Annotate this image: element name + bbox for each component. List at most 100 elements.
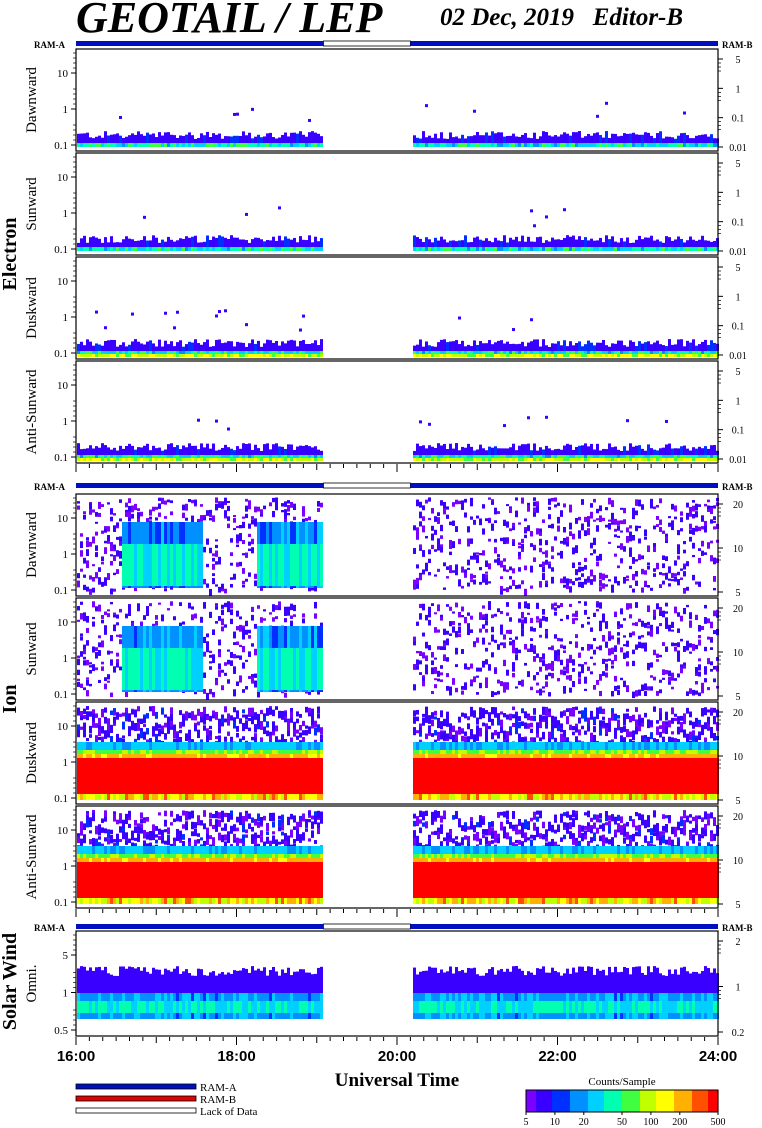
data-pixel bbox=[560, 239, 563, 249]
data-pixel bbox=[611, 660, 614, 665]
data-pixel bbox=[191, 458, 194, 461]
data-pixel bbox=[80, 601, 83, 605]
data-pixel bbox=[182, 794, 185, 800]
data-pixel bbox=[674, 344, 677, 353]
data-pixel bbox=[224, 351, 227, 355]
data-pixel bbox=[224, 510, 227, 517]
data-pixel bbox=[461, 690, 464, 695]
data-pixel bbox=[530, 241, 533, 249]
data-pixel bbox=[533, 678, 536, 681]
data-pixel bbox=[95, 552, 98, 558]
data-pixel bbox=[434, 346, 437, 353]
data-pixel bbox=[101, 726, 104, 734]
data-pixel bbox=[617, 449, 620, 457]
data-pixel bbox=[632, 455, 635, 459]
data-pixel bbox=[272, 354, 275, 357]
data-pixel bbox=[113, 525, 116, 532]
data-pixel bbox=[107, 674, 110, 680]
data-pixel bbox=[659, 344, 662, 353]
data-pixel bbox=[629, 340, 632, 353]
data-pixel bbox=[659, 354, 662, 357]
data-pixel bbox=[671, 621, 674, 628]
data-pixel bbox=[692, 500, 695, 503]
data-pixel bbox=[464, 682, 467, 685]
data-pixel bbox=[698, 635, 701, 639]
data-pixel bbox=[257, 723, 260, 730]
data-pixel bbox=[617, 242, 620, 249]
data-pixel bbox=[581, 566, 584, 572]
data-pixel bbox=[176, 735, 179, 744]
data-pixel bbox=[623, 455, 626, 459]
data-pixel bbox=[668, 516, 671, 519]
data-pixel bbox=[557, 605, 560, 609]
data-pixel bbox=[524, 241, 527, 249]
data-pixel bbox=[668, 522, 671, 527]
data-pixel bbox=[713, 630, 716, 635]
data-pixel bbox=[83, 644, 86, 651]
data-pixel bbox=[494, 247, 497, 251]
data-pixel bbox=[209, 715, 212, 722]
data-pixel bbox=[419, 660, 422, 665]
data-pixel bbox=[188, 648, 191, 690]
data-pixel bbox=[626, 247, 629, 251]
data-pixel bbox=[416, 499, 419, 507]
data-pixel bbox=[587, 666, 590, 671]
data-pixel bbox=[110, 339, 113, 353]
data-pixel bbox=[620, 520, 623, 525]
data-pixel bbox=[290, 501, 293, 508]
data-pixel bbox=[167, 455, 170, 459]
data-pixel bbox=[581, 354, 584, 357]
data-pixel bbox=[455, 602, 458, 608]
data-pixel bbox=[317, 449, 320, 457]
data-pixel bbox=[569, 504, 572, 508]
data-pixel bbox=[125, 354, 128, 357]
data-pixel bbox=[230, 136, 233, 145]
data-pixel bbox=[470, 247, 473, 251]
data-pixel bbox=[185, 754, 188, 760]
data-pixel bbox=[509, 629, 512, 635]
data-pixel bbox=[239, 342, 242, 353]
data-pixel bbox=[167, 444, 170, 457]
data-pixel bbox=[266, 143, 269, 147]
data-pixel bbox=[257, 448, 260, 457]
data-pixel bbox=[488, 351, 491, 355]
data-pixel bbox=[215, 497, 218, 503]
data-pixel bbox=[419, 351, 422, 355]
data-pixel bbox=[113, 134, 116, 145]
data-pixel bbox=[605, 584, 608, 587]
data-pixel bbox=[422, 351, 425, 355]
data-pixel bbox=[662, 447, 665, 457]
data-pixel bbox=[158, 497, 161, 501]
data-pixel bbox=[521, 458, 524, 461]
data-pixel bbox=[674, 143, 677, 147]
data-pixel bbox=[146, 728, 149, 735]
data-pixel bbox=[677, 571, 680, 576]
data-pixel bbox=[530, 143, 533, 147]
data-pixel bbox=[656, 458, 659, 461]
data-pixel bbox=[152, 343, 155, 353]
data-pixel bbox=[215, 711, 218, 720]
data-pixel bbox=[143, 344, 146, 353]
data-pixel bbox=[179, 544, 182, 586]
data-pixel bbox=[629, 133, 632, 145]
right-tick-label: 0.01 bbox=[729, 247, 747, 258]
data-pixel bbox=[656, 690, 659, 696]
right-tick-label: 0.01 bbox=[729, 351, 747, 362]
data-pixel bbox=[623, 354, 626, 357]
data-pixel bbox=[233, 794, 236, 800]
data-pixel bbox=[200, 242, 203, 249]
data-pixel bbox=[146, 354, 149, 357]
data-pixel bbox=[428, 354, 431, 357]
data-pixel bbox=[122, 351, 125, 355]
data-pixel bbox=[593, 240, 596, 249]
data-pixel bbox=[452, 520, 455, 526]
data-pixel bbox=[680, 247, 683, 251]
data-pixel bbox=[656, 340, 659, 353]
data-pixel bbox=[473, 247, 476, 251]
data-pixel bbox=[641, 354, 644, 357]
data-pixel bbox=[665, 533, 668, 537]
data-pixel bbox=[98, 344, 101, 353]
data-pixel bbox=[197, 449, 200, 457]
data-pixel bbox=[215, 450, 218, 457]
data-pixel bbox=[602, 351, 605, 355]
